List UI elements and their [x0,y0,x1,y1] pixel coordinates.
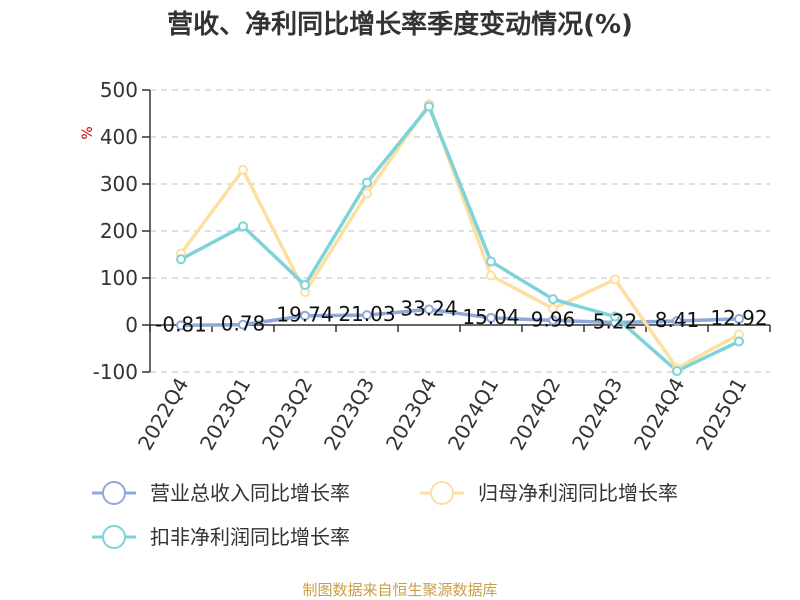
x-tick-label: 2024Q3 [567,374,627,455]
y-axis-label: % [80,126,96,139]
data-label: -0.81 [155,312,207,336]
data-point [734,313,744,324]
x-tick-label: 2023Q3 [319,374,379,455]
data-point [238,319,248,330]
data-label: 12.92 [710,306,767,330]
data-point [362,188,372,199]
data-point [672,366,682,377]
chart-title: 营收、净利同比增长率季度变动情况(%) [167,9,633,40]
data-label: 0.78 [221,312,266,336]
y-tick-label: 500 [100,78,138,102]
legend-item: 归母净利润同比增长率 [420,481,678,505]
legend-item: 扣非净利润同比增长率 [92,525,350,549]
data-label: 8.41 [655,308,700,332]
legend-label: 营业总收入同比增长率 [150,481,350,505]
legend-marker [102,481,126,505]
x-tick-label: 2023Q4 [381,374,441,455]
data-point [548,315,558,326]
x-tick-label: 2024Q4 [629,374,689,455]
legend-label: 归母净利润同比增长率 [478,481,678,505]
x-tick-label: 2023Q1 [195,374,255,455]
series [176,99,744,377]
legend-label: 扣非净利润同比增长率 [150,525,350,549]
data-point [424,101,434,112]
data-labels: -0.81 0.78 19.74 21.03 33.24 15.04 9.96 5.22 8.4… [155,296,768,336]
data-point [486,312,496,323]
data-point [610,274,620,285]
data-point [486,256,496,267]
y-tick-label: 400 [100,125,138,149]
legend-marker [430,481,454,505]
y-tick-label: 300 [100,172,138,196]
x-tick-label: 2023Q2 [257,374,317,455]
data-point [610,311,620,322]
legend-item: 营业总收入同比增长率 [92,481,350,505]
data-label: 21.03 [338,302,395,326]
y-tick-label: 200 [100,219,138,243]
x-tick-label: 2024Q2 [505,374,565,455]
data-label: 5.22 [593,310,638,334]
data-point [672,316,682,327]
data-label: 19.74 [276,303,333,327]
data-point [548,303,558,314]
x-tick-label: 2024Q1 [443,374,503,455]
data-point [238,164,248,175]
source-text: 制图数据来自恒生聚源数据库 [302,581,497,599]
data-point [362,310,372,321]
data-point [238,221,248,232]
data-label: 33.24 [400,296,457,320]
data-point [300,280,310,291]
y-tick-label: 0 [125,313,138,337]
y-tick-label: 100 [100,266,138,290]
data-point [176,254,186,265]
data-label: 9.96 [531,307,576,331]
series-line [179,102,741,370]
x-tick-label: 2022Q4 [133,374,193,455]
series-line [179,104,741,373]
x-tick-label: 2025Q1 [691,374,751,455]
data-point [734,336,744,347]
data-label: 15.04 [462,305,519,329]
data-point [362,177,372,188]
data-point [300,310,310,321]
data-point [486,270,496,281]
y-tick-label: -100 [93,360,138,384]
data-point [176,320,186,331]
data-point [548,294,558,305]
data-point [424,304,434,315]
legend-marker [102,525,126,549]
